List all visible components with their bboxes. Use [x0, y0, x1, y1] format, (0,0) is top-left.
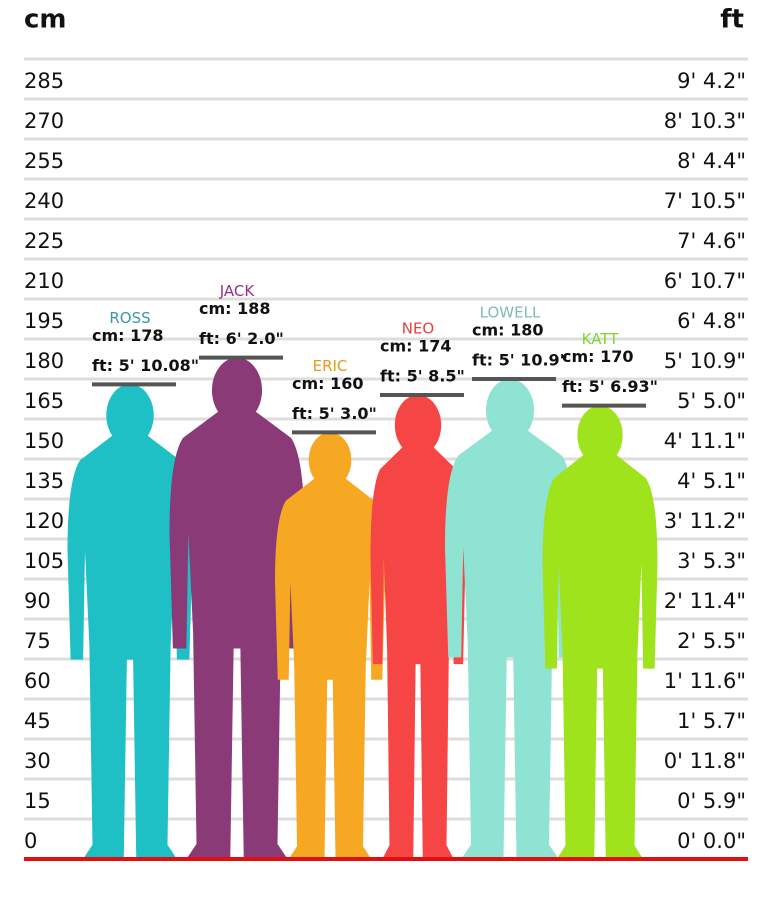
y2-tick-label: 1' 11.6": [664, 669, 746, 693]
person-name: KATT: [582, 330, 620, 348]
body: [445, 427, 575, 859]
person-name: ERIC: [313, 357, 348, 375]
head: [211, 357, 263, 423]
y2-tick-label: 5' 5.0": [677, 389, 746, 413]
y2-tick-label: 0' 5.9": [677, 789, 746, 813]
y2-axis-title: ft: [720, 5, 744, 35]
head: [394, 395, 442, 456]
ft-label: ft: 5' 3.0": [292, 404, 377, 423]
cm-label: cm: 178: [92, 326, 164, 345]
y-axis-title: cm: [24, 5, 67, 35]
y-tick-label: 45: [24, 709, 51, 733]
y2-tick-label: 7' 4.6": [677, 229, 746, 253]
person-silhouette: [370, 395, 466, 859]
ft-label: ft: 6' 2.0": [199, 329, 284, 348]
head: [106, 384, 154, 447]
y2-tick-label: 6' 4.8": [677, 309, 746, 333]
y2-tick-label: 9' 4.2": [677, 69, 746, 93]
y2-tick-label: 8' 4.4": [677, 149, 746, 173]
person-silhouette: [445, 379, 575, 859]
y-tick-label: 0: [24, 829, 37, 853]
y-tick-label: 270: [24, 109, 64, 133]
y-tick-label: 225: [24, 229, 64, 253]
body: [169, 407, 305, 859]
person-silhouette: [542, 405, 658, 859]
person-name: NEO: [402, 320, 435, 338]
head: [486, 379, 534, 442]
y-tick-label: 135: [24, 469, 64, 493]
y2-tick-label: 8' 10.3": [664, 109, 746, 133]
body: [542, 451, 658, 859]
y2-tick-label: 1' 5.7": [677, 709, 746, 733]
y2-tick-label: 4' 5.1": [677, 469, 746, 493]
y-tick-label: 60: [24, 669, 51, 693]
y-tick-label: 105: [24, 549, 64, 573]
head: [577, 405, 623, 465]
person-name: ROSS: [109, 309, 150, 327]
y-tick-label: 30: [24, 749, 51, 773]
person-name: LOWELL: [480, 304, 541, 322]
ft-label: ft: 5' 8.5": [380, 367, 465, 386]
y-tick-label: 285: [24, 69, 64, 93]
cm-label: cm: 170: [562, 347, 634, 366]
y-tick-label: 165: [24, 389, 64, 413]
head: [308, 432, 352, 488]
y-tick-label: 120: [24, 509, 64, 533]
y-tick-label: 15: [24, 789, 51, 813]
y2-tick-label: 6' 10.7": [664, 269, 746, 293]
y-tick-label: 180: [24, 349, 64, 373]
person-silhouette: [275, 432, 385, 859]
body: [275, 475, 385, 859]
y-tick-label: 255: [24, 149, 64, 173]
y2-tick-label: 5' 10.9": [664, 349, 746, 373]
ft-label: ft: 5' 10.08": [92, 356, 199, 375]
y-tick-label: 75: [24, 629, 51, 653]
cm-label: cm: 188: [199, 299, 271, 318]
cm-label: cm: 160: [292, 374, 364, 393]
y2-tick-label: 3' 5.3": [677, 549, 746, 573]
ft-label: ft: 5' 6.93": [562, 377, 658, 396]
y-tick-label: 195: [24, 309, 64, 333]
y2-tick-label: 3' 11.2": [664, 509, 746, 533]
y2-tick-label: 4' 11.1": [664, 429, 746, 453]
y2-tick-label: 0' 11.8": [664, 749, 746, 773]
y2-tick-label: 7' 10.5": [664, 189, 746, 213]
y2-tick-label: 2' 11.4": [664, 589, 746, 613]
y-tick-label: 240: [24, 189, 64, 213]
body: [67, 431, 193, 859]
person-name: JACK: [219, 282, 256, 300]
ft-label: ft: 5' 10.9": [472, 351, 568, 370]
y2-tick-label: 2' 5.5": [677, 629, 746, 653]
person-silhouette: [67, 384, 193, 859]
y2-tick-label: 0' 0.0": [677, 829, 746, 853]
y-tick-label: 150: [24, 429, 64, 453]
cm-label: cm: 180: [472, 321, 544, 340]
cm-label: cm: 174: [380, 337, 452, 356]
body: [370, 441, 466, 859]
y-tick-label: 210: [24, 269, 64, 293]
person-silhouette: [169, 357, 305, 859]
y-tick-label: 90: [24, 589, 51, 613]
